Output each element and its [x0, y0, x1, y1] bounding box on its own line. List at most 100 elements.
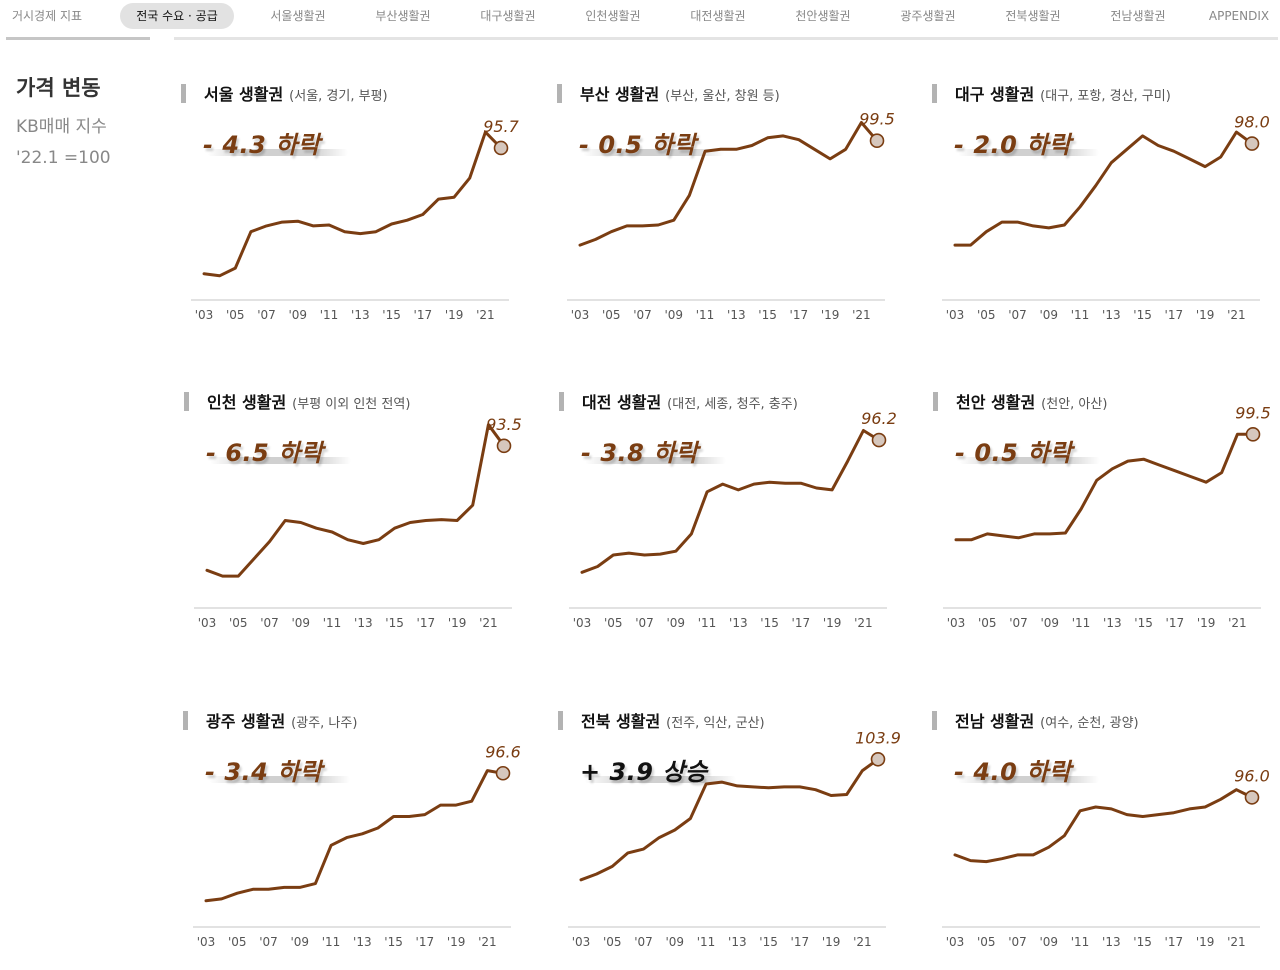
- index-label: KB매매 지수: [16, 117, 107, 137]
- line-chart: '03 '05 '07 '09 '11 '13 '15 '17 '19 '21 95.7: [191, 117, 520, 322]
- series-line: [205, 423, 506, 578]
- x-tick-label: '19: [445, 308, 464, 322]
- x-tick-label: '11: [323, 616, 342, 630]
- last-value-label: 93.5: [486, 415, 522, 434]
- panel-title: 전남 생활권 (여수, 순천, 광양): [955, 708, 1139, 732]
- series-line: [202, 130, 503, 278]
- x-tick-label: '07: [1009, 616, 1028, 630]
- panel-desc: (서울, 경기, 부평): [289, 89, 388, 104]
- x-tick-label: '03: [946, 308, 965, 322]
- last-value-label: 99.5: [1235, 403, 1271, 422]
- series-line: [580, 429, 881, 574]
- x-tick-label: '17: [414, 308, 433, 322]
- nav-tab-daejeon[interactable]: 대전생활권: [690, 9, 746, 23]
- last-value-label: 95.7: [483, 117, 519, 136]
- panel-desc: (천안, 아산): [1041, 397, 1108, 412]
- nav-tab-national[interactable]: 전국 수요 · 공급: [120, 3, 234, 29]
- last-value-label: 103.9: [855, 728, 901, 747]
- line-chart: '03 '05 '07 '09 '11 '13 '15 '17 '19 '21 96.6: [193, 742, 521, 949]
- x-tick-label: '19: [448, 616, 467, 630]
- panel-title: 천안 생활권 (천안, 아산): [956, 389, 1107, 413]
- last-point-marker: [1244, 790, 1260, 805]
- last-point-marker: [496, 438, 512, 454]
- last-point-marker: [869, 133, 885, 148]
- x-tick-label: '09: [289, 308, 308, 322]
- change-label: - 0.5 하락: [579, 125, 725, 160]
- x-tick-label: '15: [1134, 616, 1153, 630]
- nav-tab-jeonnam[interactable]: 전남생활권: [1110, 9, 1166, 23]
- nav-tab-busan[interactable]: 부산생활권: [375, 9, 431, 23]
- chart-panel-daegu: 대구 생활권 (대구, 포항, 경산, 구미) - 2.0 하락 '03'05'0…: [932, 81, 1280, 343]
- x-tick-label: '05: [978, 616, 997, 630]
- x-tick-label: '21: [853, 935, 872, 949]
- x-tick-label: '19: [823, 616, 842, 630]
- x-tick-label: '03: [946, 935, 965, 949]
- change-label: - 4.0 하락: [954, 752, 1100, 787]
- x-tick-label: '05: [228, 935, 247, 949]
- x-tick-label: '17: [791, 935, 810, 949]
- x-tick-label: '13: [728, 935, 747, 949]
- panel-title-text: 인천 생활권: [207, 393, 287, 412]
- x-tick-label: '15: [1133, 935, 1152, 949]
- x-tick-label: '19: [1196, 308, 1215, 322]
- x-tick-label: '19: [447, 935, 466, 949]
- x-tick-label: '15: [1133, 308, 1152, 322]
- x-tick-label: '21: [1227, 308, 1246, 322]
- x-tick-label: '09: [1040, 935, 1059, 949]
- x-tick-label: '07: [260, 616, 279, 630]
- x-tick-label: '17: [790, 308, 809, 322]
- panel-title: 서울 생활권 (서울, 경기, 부평): [204, 81, 388, 105]
- panel-marker: [558, 711, 563, 730]
- x-tick-label: '17: [417, 616, 436, 630]
- nav-tab-daegu[interactable]: 대구생활권: [480, 9, 536, 23]
- change-label: - 3.4 하락: [205, 752, 351, 787]
- panel-marker: [183, 711, 188, 730]
- chart-panel-daejeon: 대전 생활권 (대전, 세종, 청주, 충주) - 3.8 하락 '03'05'0…: [559, 389, 919, 651]
- x-tick-label: '03: [573, 616, 592, 630]
- panel-title-text: 천안 생활권: [956, 393, 1036, 412]
- nav-tab-appendix[interactable]: APPENDIX: [1208, 9, 1270, 23]
- x-tick-label: '05: [977, 935, 996, 949]
- panel-marker: [932, 711, 937, 730]
- x-tick-label: '11: [320, 308, 339, 322]
- x-tick-label: '07: [259, 935, 278, 949]
- x-tick-label: '13: [1103, 616, 1122, 630]
- line-chart: '03 '05 '07 '09 '11 '13 '15 '17 '19 '21 96.0: [942, 766, 1270, 949]
- series-line: [579, 757, 880, 882]
- nav-tab-macro[interactable]: 거시경제 지표: [11, 9, 83, 23]
- line-chart: '03 '05 '07 '09 '11 '13 '15 '17 '19 '21 93.5: [194, 415, 522, 630]
- line-chart: '03 '05 '07 '09 '11 '13 '15 '17 '19 '21 103.9: [568, 728, 901, 949]
- panel-desc: (여수, 순천, 광양): [1040, 716, 1139, 731]
- last-point-marker: [870, 751, 886, 767]
- nav-tab-incheon[interactable]: 인천생활권: [585, 9, 641, 23]
- x-tick-label: '09: [291, 935, 310, 949]
- nav-tab-jeonbuk[interactable]: 전북생활권: [1005, 9, 1061, 23]
- x-tick-label: '05: [226, 308, 245, 322]
- x-tick-label: '13: [1102, 308, 1121, 322]
- x-tick-label: '21: [854, 616, 873, 630]
- panel-title-text: 대전 생활권: [582, 393, 662, 412]
- panel-marker: [181, 84, 186, 103]
- nav-tab-cheonan[interactable]: 천안생활권: [795, 9, 851, 23]
- x-tick-label: '03: [572, 935, 591, 949]
- panel-marker: [184, 392, 189, 411]
- x-tick-label: '15: [382, 308, 401, 322]
- base-period-label: '22.1 =100: [16, 148, 111, 168]
- panel-title-text: 서울 생활권: [204, 85, 284, 104]
- nav-tab-gwangju[interactable]: 광주생활권: [900, 9, 956, 23]
- x-tick-label: '17: [1166, 616, 1185, 630]
- x-tick-label: '09: [667, 616, 686, 630]
- panel-title: 인천 생활권 (부평 이외 인천 전역): [207, 389, 410, 413]
- x-tick-label: '03: [195, 308, 214, 322]
- last-value-label: 96.2: [861, 409, 897, 428]
- nav-tab-seoul[interactable]: 서울생활권: [270, 9, 326, 23]
- panel-desc: (부평 이외 인천 전역): [292, 397, 411, 412]
- last-value-label: 96.0: [1234, 766, 1270, 785]
- series-line: [953, 788, 1254, 864]
- x-tick-label: '05: [604, 616, 623, 630]
- panel-title-text: 전북 생활권: [581, 712, 661, 731]
- x-tick-label: '07: [633, 308, 652, 322]
- x-tick-label: '17: [1165, 308, 1184, 322]
- change-label: - 6.5 하락: [206, 433, 352, 468]
- x-tick-label: '19: [821, 308, 840, 322]
